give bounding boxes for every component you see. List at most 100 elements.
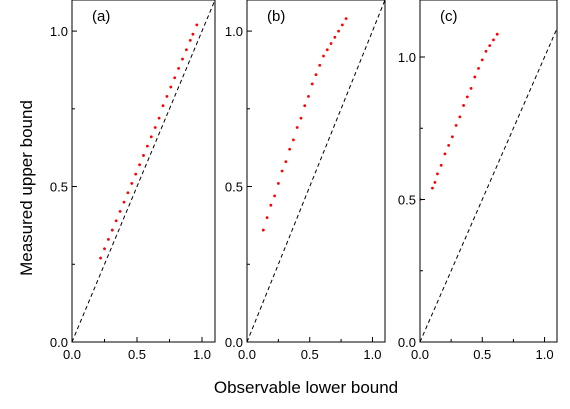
data-point xyxy=(126,191,130,195)
data-point xyxy=(181,57,184,61)
data-point xyxy=(122,200,126,204)
data-point xyxy=(130,182,134,185)
panel-label: (b) xyxy=(267,8,285,25)
data-point xyxy=(344,17,348,21)
data-point xyxy=(477,67,480,70)
data-point xyxy=(157,116,161,120)
y-tick-label: 0.5 xyxy=(225,180,243,195)
data-point xyxy=(484,49,488,53)
data-point xyxy=(299,116,303,120)
series-1 xyxy=(261,17,348,232)
data-point xyxy=(188,39,192,42)
data-point xyxy=(273,194,276,198)
y-tick-label: 0.0 xyxy=(225,335,243,350)
data-point xyxy=(473,75,477,79)
data-point xyxy=(307,94,310,98)
panel-2: 0.0 0.5 1.0 0.0 0.5 1.0 (b) xyxy=(225,0,386,362)
data-point xyxy=(495,32,499,36)
data-point xyxy=(322,54,325,58)
x-tick-label: 0.0 xyxy=(411,347,429,362)
data-point xyxy=(269,203,273,207)
data-point xyxy=(325,48,329,52)
data-point xyxy=(433,181,437,184)
y-tick-label: 0.0 xyxy=(398,335,416,350)
panel-label: (a) xyxy=(92,8,110,25)
data-point xyxy=(443,152,447,156)
data-point xyxy=(329,42,333,45)
data-point xyxy=(134,172,138,176)
reference-line xyxy=(420,28,557,342)
data-point xyxy=(103,247,106,251)
reference-line xyxy=(72,0,215,342)
data-point xyxy=(169,85,173,89)
y-tick-label: 1.0 xyxy=(398,50,416,65)
data-point xyxy=(480,58,484,62)
data-point xyxy=(161,104,165,108)
x-tick-label: 0.0 xyxy=(238,347,256,362)
data-point xyxy=(295,126,299,129)
x-tick-label: 0.5 xyxy=(473,347,491,362)
data-point xyxy=(165,94,169,98)
data-point xyxy=(185,48,188,52)
data-point xyxy=(110,228,114,232)
data-point xyxy=(436,172,439,176)
data-point xyxy=(333,35,337,39)
series-1 xyxy=(420,32,499,201)
data-point xyxy=(191,32,195,36)
x-tick-label: 0.5 xyxy=(128,347,146,362)
data-point xyxy=(340,23,344,27)
x-tick-label: 0.0 xyxy=(63,347,81,362)
data-point xyxy=(114,219,118,223)
x-tick-label: 0.5 xyxy=(301,347,319,362)
x-axis-title: Observable lower bound xyxy=(214,378,398,397)
data-point xyxy=(177,67,181,70)
y-axis-title: Measured upper bound xyxy=(17,100,36,276)
data-point xyxy=(173,76,177,80)
data-point xyxy=(284,160,288,164)
data-point xyxy=(310,82,314,86)
data-point xyxy=(439,163,443,167)
data-point xyxy=(195,23,199,27)
data-point xyxy=(469,86,473,90)
data-point xyxy=(314,73,318,77)
data-point xyxy=(288,147,292,151)
panel-label: (c) xyxy=(440,8,458,25)
data-point xyxy=(118,210,122,213)
x-tick-label: 1.0 xyxy=(193,347,211,362)
y-tick-label: 1.0 xyxy=(225,24,243,39)
data-point xyxy=(488,44,492,47)
data-point xyxy=(454,124,458,127)
data-point xyxy=(447,143,451,147)
data-point xyxy=(318,63,322,67)
data-point xyxy=(261,228,265,232)
data-point xyxy=(292,138,295,142)
panel-1: 0.0 0.5 1.0 0.0 0.5 1.0 (a) xyxy=(50,0,216,362)
data-point xyxy=(303,104,307,108)
panel-3: 0.0 0.5 1.0 0.0 0.5 1.0 (c) xyxy=(398,0,558,362)
data-point xyxy=(431,186,434,190)
data-point xyxy=(138,163,142,167)
data-point xyxy=(153,126,157,129)
data-point xyxy=(99,256,102,260)
y-tick-label: 0.0 xyxy=(50,335,68,350)
data-point xyxy=(458,115,462,119)
data-point xyxy=(465,95,469,99)
plot-frame xyxy=(71,0,216,343)
x-tick-label: 1.0 xyxy=(536,347,554,362)
y-tick-label: 1.0 xyxy=(50,24,68,39)
series-1 xyxy=(99,23,199,260)
panels: 0.0 0.5 1.0 0.0 0.5 1.0 (a) 0.0 0.5 1.0 0.0 0.5 1.0 (… xyxy=(50,0,558,362)
y-tick-label: 0.5 xyxy=(398,193,416,208)
plot-frame xyxy=(419,0,558,343)
data-point xyxy=(337,29,340,33)
plot-frame xyxy=(246,0,386,343)
data-point xyxy=(149,135,153,139)
data-point xyxy=(107,238,110,241)
data-point xyxy=(142,154,145,157)
y-tick-label: 0.5 xyxy=(50,180,68,195)
data-point xyxy=(492,38,495,42)
data-point xyxy=(276,182,280,185)
x-tick-label: 1.0 xyxy=(363,347,381,362)
